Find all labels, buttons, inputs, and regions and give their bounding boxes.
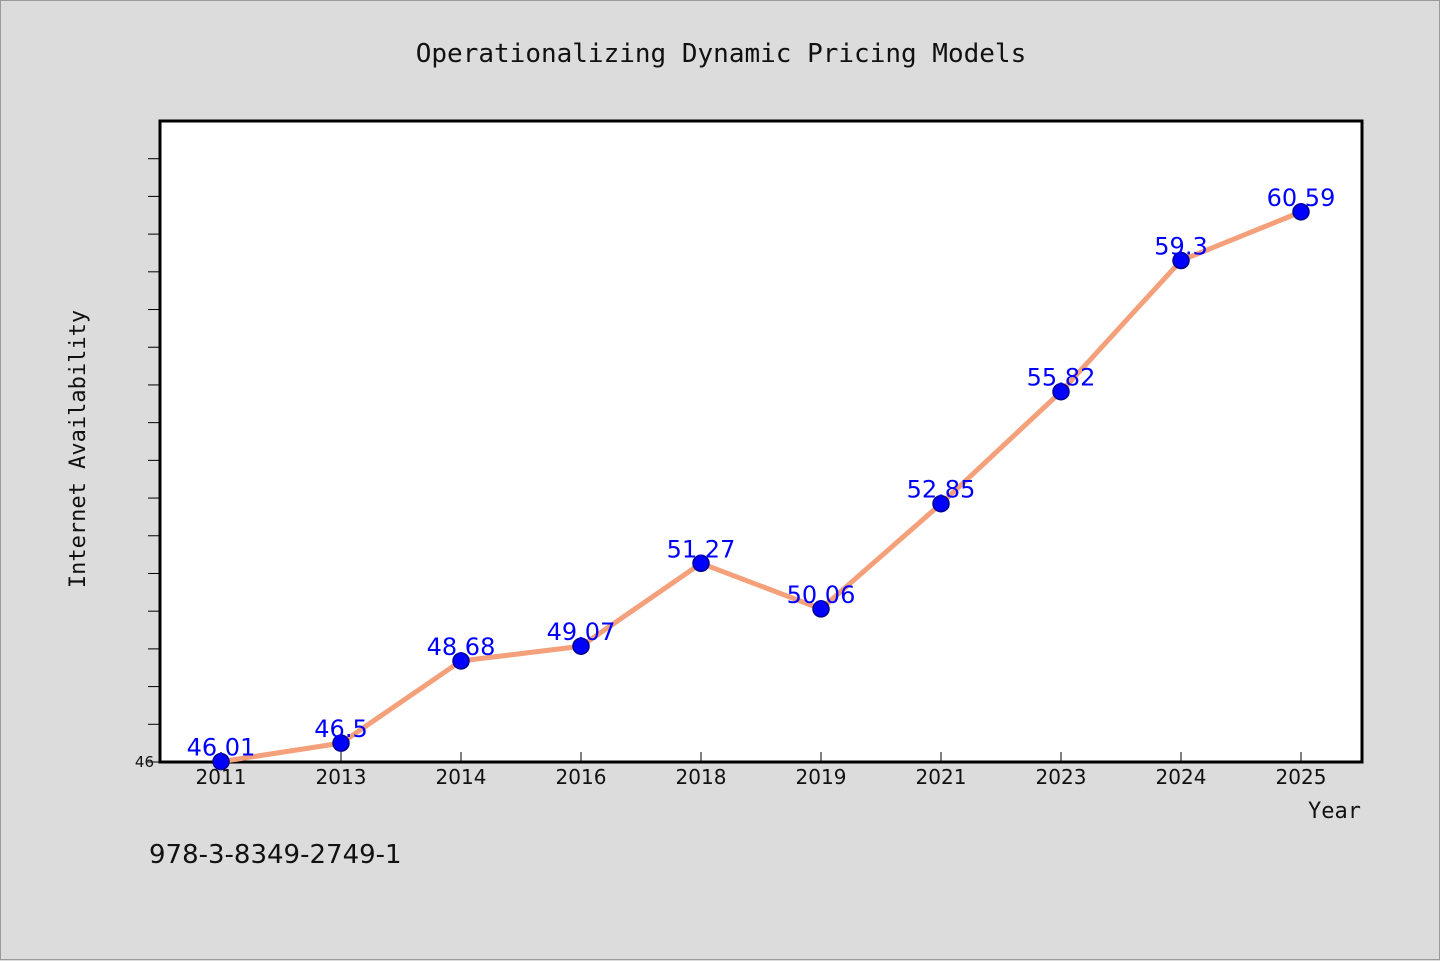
data-point bbox=[452, 652, 470, 670]
y-axis-ticks: 46 bbox=[135, 158, 160, 771]
x-tick-label: 2014 bbox=[436, 765, 487, 789]
plot-area bbox=[158, 119, 1364, 764]
x-tick-label: 2021 bbox=[916, 765, 967, 789]
y-axis-label: Internet Availability bbox=[66, 310, 91, 588]
x-tick-label: 2024 bbox=[1156, 765, 1207, 789]
data-point bbox=[332, 734, 350, 752]
data-label: 60.59 bbox=[1267, 184, 1336, 212]
data-label: 52.85 bbox=[907, 476, 976, 504]
data-label: 46.5 bbox=[314, 715, 367, 743]
data-label: 48.68 bbox=[427, 633, 496, 661]
data-labels: 46.01 46.5 48.68 49.07 51.27 50.06 52.85 55.82 5… bbox=[187, 184, 1336, 762]
x-tick-label: 2016 bbox=[556, 765, 607, 789]
data-point bbox=[932, 494, 950, 513]
x-axis-ticks: 2011 2013 2014 2016 2018 2019 2021 2023 2024 2025 bbox=[196, 752, 1327, 789]
x-tick-label: 2018 bbox=[676, 765, 727, 789]
data-label: 55.82 bbox=[1027, 364, 1096, 392]
footnote-isbn: 978-3-8349-2749-1 bbox=[149, 840, 402, 870]
data-point bbox=[1292, 203, 1310, 221]
x-tick-label: 2023 bbox=[1036, 765, 1087, 789]
data-point bbox=[812, 600, 830, 618]
x-tick-label: 2013 bbox=[316, 765, 367, 789]
chart-title: Operationalizing Dynamic Pricing Models bbox=[416, 39, 1026, 69]
data-label: 51.27 bbox=[667, 535, 736, 563]
data-point bbox=[572, 637, 590, 655]
data-point bbox=[692, 554, 710, 573]
data-point bbox=[1172, 251, 1190, 270]
data-label: 46.01 bbox=[187, 734, 256, 762]
data-point bbox=[212, 752, 230, 771]
data-label: 59.3 bbox=[1154, 233, 1207, 261]
data-point bbox=[1052, 382, 1070, 401]
series-line bbox=[220, 209, 1302, 765]
x-tick-label: 2019 bbox=[796, 765, 847, 789]
x-axis-label: Year bbox=[1308, 799, 1361, 824]
data-label: 49.07 bbox=[547, 618, 616, 646]
y-tick-label: 46 bbox=[135, 753, 154, 771]
series-markers bbox=[212, 203, 1310, 771]
data-label: 50.06 bbox=[787, 581, 856, 609]
x-tick-label: 2025 bbox=[1276, 765, 1327, 789]
